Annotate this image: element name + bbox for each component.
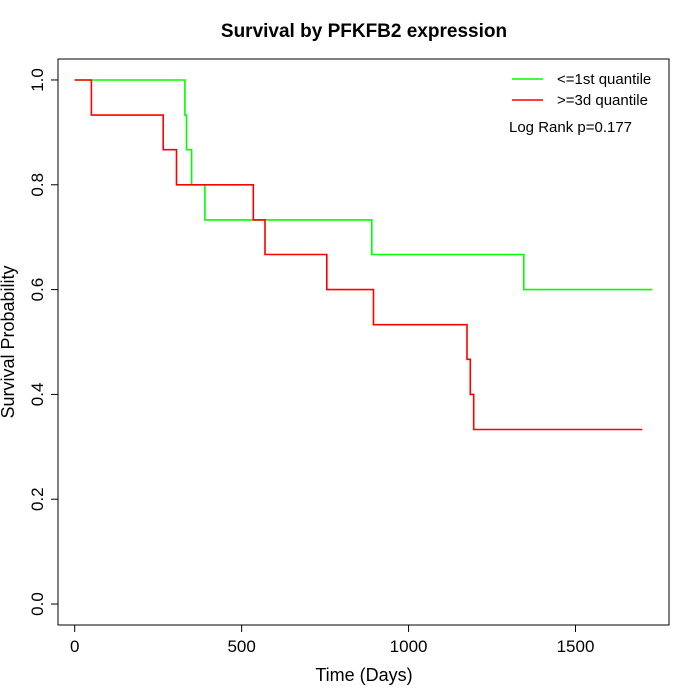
plot-frame (57, 58, 670, 626)
y-tick-label: 0.6 (28, 278, 47, 302)
series-layer (74, 79, 653, 431)
series-line-1 (74, 79, 643, 431)
y-tick-label: 1.0 (28, 68, 47, 92)
x-tick-label: 500 (227, 637, 255, 656)
legend-label-1: >=3d quantile (557, 92, 648, 109)
x-axis: 0 500 1000 1500 (70, 625, 594, 656)
y-axis-label: Survival Probability (0, 265, 18, 418)
x-tick-label: 0 (70, 637, 79, 656)
y-tick-label: 0.2 (28, 487, 47, 511)
log-rank-annotation: Log Rank p=0.177 (509, 119, 632, 136)
legend-label-0: <=1st quantile (557, 71, 651, 88)
x-tick-label: 1500 (557, 637, 595, 656)
y-tick-label: 0.4 (28, 383, 47, 407)
x-tick-label: 1000 (390, 637, 428, 656)
series-line-0 (74, 79, 653, 291)
chart-title: Survival by PFKFB2 expression (221, 21, 507, 42)
legend: <=1st quantile >=3d quantile (512, 71, 651, 109)
y-tick-label: 0.8 (28, 173, 47, 197)
y-axis: 0.0 0.2 0.4 0.6 0.8 1.0 (28, 68, 58, 616)
x-axis-label: Time (Days) (315, 665, 412, 685)
y-tick-label: 0.0 (28, 592, 47, 616)
